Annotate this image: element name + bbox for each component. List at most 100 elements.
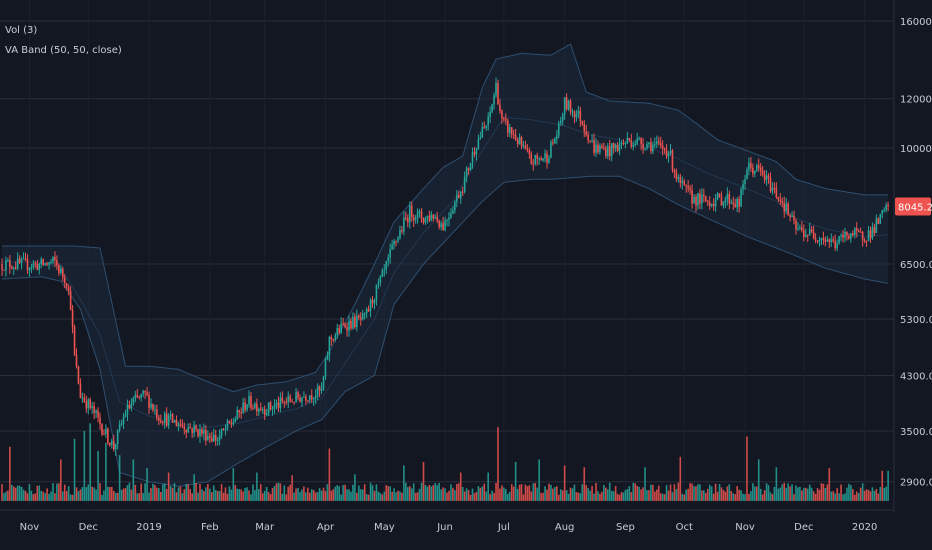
candle-body (524, 145, 527, 150)
candle-body (389, 249, 391, 258)
volume-bar (669, 484, 672, 501)
volume-bar (34, 493, 37, 501)
candle-body (291, 401, 293, 403)
candle-body (187, 426, 190, 433)
volume-bar (871, 487, 874, 501)
candle-body (299, 397, 301, 402)
candle-body (63, 277, 66, 284)
time-tick-label: Nov (735, 522, 755, 533)
candle-body (167, 415, 170, 426)
candle-body (787, 203, 789, 216)
volume-bar (259, 484, 262, 501)
candle-body (414, 218, 417, 221)
candle-body (252, 407, 254, 409)
volume-bar (238, 489, 241, 501)
volume-bar (73, 438, 76, 501)
candle-body (457, 194, 460, 199)
candle-body (224, 428, 227, 430)
candle-body (616, 144, 619, 151)
candle-body (544, 153, 546, 159)
volume-bar (704, 493, 707, 501)
volume-bar (561, 490, 564, 501)
volume-bar (295, 488, 297, 501)
volume-bar (506, 493, 509, 501)
candle-body (259, 408, 262, 410)
volume-bar (210, 492, 213, 501)
candle-body (22, 258, 25, 260)
volume-bar (418, 488, 421, 501)
volume-bar (244, 487, 246, 501)
candle-body (742, 184, 744, 190)
candle-body (479, 137, 482, 140)
volume-bar (795, 485, 797, 501)
volume-bar (256, 472, 258, 501)
candle-body (667, 153, 670, 157)
volume-bar (177, 487, 180, 501)
candle-body (103, 434, 105, 436)
candle-body (11, 267, 13, 270)
candle-body (446, 219, 448, 221)
volume-bar (273, 485, 276, 501)
volume-bar (697, 484, 699, 501)
volume-bar (326, 484, 329, 501)
volume-bar (103, 490, 105, 501)
candle-body (81, 397, 84, 399)
candle-body (618, 143, 621, 151)
volume-bar (840, 484, 842, 501)
volume-bar (387, 486, 390, 501)
candle-body (685, 184, 687, 187)
volume-bar (124, 488, 127, 501)
volume-bar (363, 484, 366, 501)
candle-body (599, 145, 601, 153)
candle-body (159, 420, 162, 423)
volume-bar (77, 491, 80, 501)
candle-body (514, 135, 517, 140)
price-axis[interactable]: 16000.00 12000.00 10000.00 6500.00 5300.00 43… (900, 17, 932, 489)
candle-body (248, 395, 250, 405)
volume-bar (634, 483, 637, 501)
volume-bar (457, 483, 460, 501)
volume-bar (354, 474, 356, 501)
candle-body (836, 243, 838, 249)
candle-body (491, 104, 493, 112)
candle-body (24, 258, 27, 260)
candle-body (471, 152, 474, 164)
volume-bar (863, 490, 866, 501)
volume-bar (126, 485, 129, 501)
candle-body (93, 406, 95, 413)
candle-body (422, 218, 425, 223)
candle-body (130, 404, 133, 409)
volume-bar (646, 490, 648, 501)
time-tick-label: Dec (79, 522, 98, 533)
volume-bar (428, 484, 431, 501)
candle-body (191, 428, 193, 433)
candle-body (350, 320, 352, 329)
volume-bar (742, 493, 744, 501)
volume-bar (365, 494, 368, 501)
volume-indicator-label[interactable]: Vol (3) (5, 25, 37, 36)
volume-bar (169, 486, 172, 501)
candle-body (695, 196, 697, 206)
time-axis[interactable]: Nov Dec 2019 Feb Mar Apr May Jun Jul Aug Sep Oct Nov… (20, 522, 878, 533)
candle-body (797, 228, 799, 230)
candle-body (124, 414, 127, 418)
volume-bar (806, 488, 809, 501)
candle-body (308, 395, 311, 401)
volume-bar (612, 491, 615, 501)
volume-bar (789, 486, 791, 501)
volume-bar (152, 483, 154, 501)
volume-bar (538, 459, 540, 501)
candle-body (175, 420, 178, 427)
volume-bar (569, 487, 572, 501)
candle-body (563, 97, 566, 115)
volume-bar (814, 493, 817, 501)
candle-body (859, 231, 862, 233)
candle-body (132, 398, 135, 405)
volume-bar (852, 489, 854, 501)
volume-bar (197, 492, 199, 501)
va-band-indicator-label[interactable]: VA Band (50, 50, close) (5, 45, 122, 56)
volume-bar (487, 472, 489, 501)
candle-body (405, 217, 407, 219)
volume-bar (377, 491, 380, 501)
